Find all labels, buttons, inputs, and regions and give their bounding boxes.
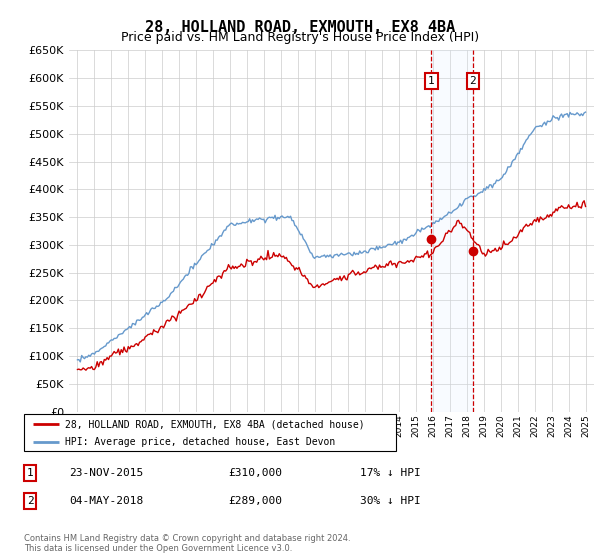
Text: 1: 1 — [26, 468, 34, 478]
Text: Price paid vs. HM Land Registry's House Price Index (HPI): Price paid vs. HM Land Registry's House … — [121, 31, 479, 44]
Text: HPI: Average price, detached house, East Devon: HPI: Average price, detached house, East… — [65, 437, 335, 447]
Text: This data is licensed under the Open Government Licence v3.0.: This data is licensed under the Open Gov… — [24, 544, 292, 553]
Text: Contains HM Land Registry data © Crown copyright and database right 2024.: Contains HM Land Registry data © Crown c… — [24, 534, 350, 543]
Text: £289,000: £289,000 — [228, 496, 282, 506]
Text: 30% ↓ HPI: 30% ↓ HPI — [360, 496, 421, 506]
Text: 1: 1 — [428, 76, 435, 86]
Text: 2: 2 — [470, 76, 476, 86]
Text: £310,000: £310,000 — [228, 468, 282, 478]
Text: 28, HOLLAND ROAD, EXMOUTH, EX8 4BA (detached house): 28, HOLLAND ROAD, EXMOUTH, EX8 4BA (deta… — [65, 419, 365, 429]
Text: 23-NOV-2015: 23-NOV-2015 — [69, 468, 143, 478]
Text: 2: 2 — [26, 496, 34, 506]
FancyBboxPatch shape — [24, 414, 396, 451]
Bar — [431, 50, 473, 412]
Text: 04-MAY-2018: 04-MAY-2018 — [69, 496, 143, 506]
Text: 28, HOLLAND ROAD, EXMOUTH, EX8 4BA: 28, HOLLAND ROAD, EXMOUTH, EX8 4BA — [145, 20, 455, 35]
Text: 17% ↓ HPI: 17% ↓ HPI — [360, 468, 421, 478]
